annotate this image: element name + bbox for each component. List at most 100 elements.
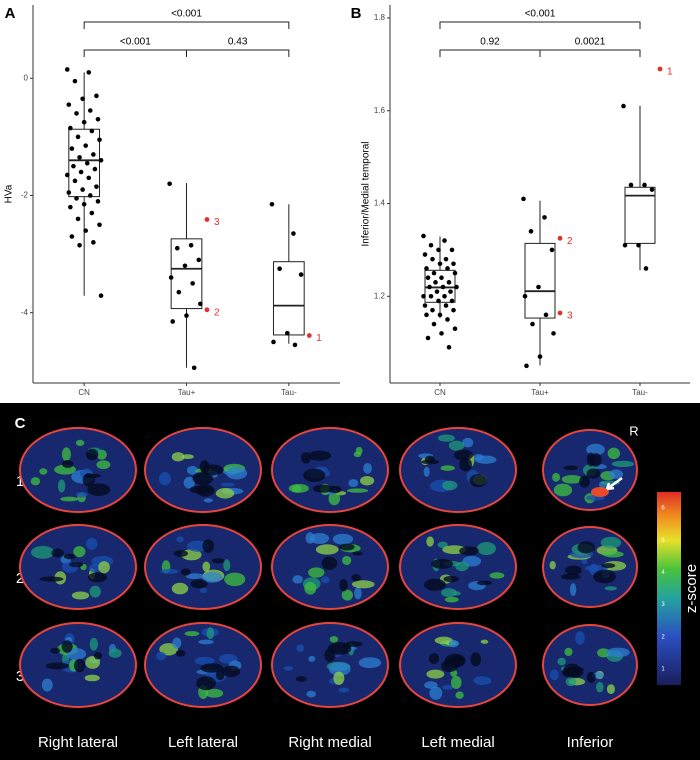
highlight-label: 3 bbox=[567, 311, 573, 322]
brain-blob bbox=[292, 575, 303, 584]
data-point bbox=[88, 193, 93, 198]
x-tick-label: Tau+ bbox=[178, 388, 196, 397]
data-point bbox=[174, 245, 180, 251]
comparison-label: 0.92 bbox=[480, 37, 500, 48]
brain-blob bbox=[346, 488, 369, 493]
brain-blob bbox=[444, 596, 459, 603]
data-point bbox=[451, 261, 456, 267]
brain-blob bbox=[60, 496, 79, 502]
brain-image bbox=[271, 427, 389, 513]
brain-dark bbox=[579, 475, 590, 488]
brain-blob bbox=[86, 537, 98, 550]
data-point bbox=[167, 181, 172, 187]
data-point bbox=[182, 263, 188, 269]
arrow bbox=[605, 476, 623, 491]
data-point bbox=[91, 152, 96, 157]
data-point bbox=[81, 119, 87, 125]
brain-dark bbox=[454, 449, 473, 461]
brain-image bbox=[399, 427, 517, 513]
y-tick-label: 0 bbox=[24, 73, 29, 82]
brain-blob bbox=[553, 483, 573, 497]
brain-image bbox=[542, 429, 638, 511]
brain-image bbox=[399, 524, 517, 610]
highlight-label: 2 bbox=[567, 236, 573, 247]
brain-dark bbox=[180, 568, 191, 576]
y-tick-label: 1.6 bbox=[374, 106, 386, 115]
brain-blob bbox=[185, 573, 205, 580]
data-point bbox=[191, 365, 197, 371]
data-point bbox=[622, 242, 628, 248]
brain-blob bbox=[437, 434, 455, 442]
data-point bbox=[437, 312, 443, 318]
data-point bbox=[445, 317, 450, 322]
highlighted-point bbox=[204, 307, 210, 313]
brain-dark bbox=[563, 465, 578, 471]
brain-dark bbox=[63, 553, 76, 560]
brain-dark bbox=[87, 483, 111, 496]
brain-blob bbox=[557, 657, 566, 666]
brain-blob bbox=[448, 640, 459, 648]
data-point bbox=[454, 284, 459, 290]
comparison-label: <0.001 bbox=[171, 9, 202, 20]
data-point bbox=[445, 266, 450, 271]
brain-blob bbox=[308, 567, 325, 578]
brain-dark bbox=[312, 484, 334, 493]
data-point bbox=[71, 163, 76, 169]
brain-dark bbox=[586, 671, 596, 684]
brain-blob bbox=[75, 439, 85, 447]
data-point bbox=[436, 298, 441, 304]
highlight-label: 3 bbox=[214, 217, 220, 228]
panel-label: C bbox=[15, 415, 26, 432]
brain-blob bbox=[437, 541, 448, 549]
brain-blob bbox=[61, 447, 71, 462]
brain-blob bbox=[462, 437, 474, 448]
highlight-label: 2 bbox=[214, 307, 220, 318]
brain-blob bbox=[308, 655, 316, 662]
brain-dark bbox=[560, 573, 581, 580]
brain-blob bbox=[341, 589, 353, 601]
brain-blob bbox=[606, 684, 615, 695]
brain-blob bbox=[455, 691, 464, 699]
brain-blob bbox=[569, 583, 577, 596]
brain-dark bbox=[424, 455, 435, 463]
brain-blob bbox=[57, 479, 66, 493]
row-label: 3 bbox=[16, 668, 24, 685]
brain-dark bbox=[459, 457, 472, 472]
brain-blob bbox=[304, 581, 317, 595]
brain-blob bbox=[184, 631, 200, 637]
data-point bbox=[542, 215, 547, 220]
brain-blob bbox=[315, 544, 339, 555]
y-tick-label: 1.2 bbox=[374, 291, 386, 300]
data-point bbox=[196, 257, 202, 263]
data-point bbox=[75, 134, 81, 140]
data-point bbox=[421, 233, 426, 239]
brain-dark bbox=[423, 578, 446, 591]
data-point bbox=[94, 184, 99, 189]
data-point bbox=[66, 102, 72, 107]
highlighted-point bbox=[557, 235, 563, 241]
box bbox=[524, 242, 556, 319]
brain-dark bbox=[443, 575, 459, 583]
brain-dark bbox=[324, 648, 336, 662]
hotspot bbox=[591, 487, 609, 497]
brain-dark bbox=[39, 576, 64, 582]
data-point bbox=[291, 231, 296, 236]
data-point bbox=[431, 270, 437, 276]
colorbar-tick-label: 2 bbox=[661, 634, 665, 640]
data-point bbox=[436, 247, 441, 253]
brain-blob bbox=[441, 588, 457, 598]
data-point bbox=[425, 275, 431, 281]
data-point bbox=[649, 187, 655, 192]
brain-dark bbox=[87, 572, 107, 583]
data-point bbox=[628, 182, 634, 188]
brain-blob bbox=[549, 560, 556, 570]
brain-dark bbox=[82, 473, 95, 487]
brain-dark bbox=[62, 460, 74, 468]
brain-dark bbox=[345, 641, 363, 647]
data-point bbox=[430, 307, 435, 313]
data-point bbox=[78, 169, 84, 175]
data-point bbox=[543, 312, 549, 318]
comparison-label: 0.43 bbox=[228, 37, 248, 48]
brain-blob bbox=[30, 477, 41, 486]
